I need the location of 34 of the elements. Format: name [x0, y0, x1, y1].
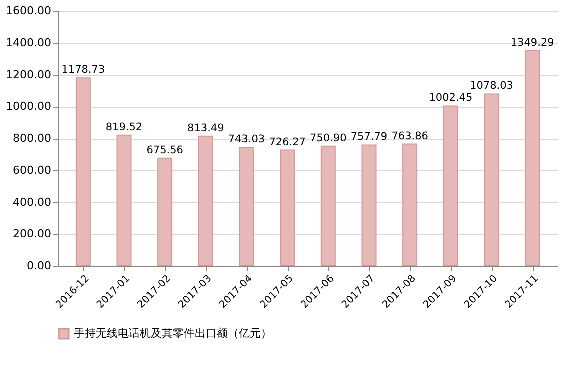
y-tick-label: 200.00 [13, 228, 52, 241]
y-tick-label: 1400.00 [6, 36, 52, 50]
y-tick-label: 0.00 [27, 260, 52, 272]
bar [239, 147, 254, 266]
data-label: 743.03 [228, 134, 266, 146]
data-label: 1078.03 [470, 80, 514, 92]
data-label: 819.52 [106, 121, 143, 134]
bar [402, 144, 418, 266]
data-label: 763.86 [392, 130, 429, 142]
data-label: 1002.45 [429, 92, 473, 104]
y-tick-label: 600.00 [13, 164, 52, 177]
y-tick-label: 800.00 [13, 132, 52, 145]
bar [525, 50, 540, 266]
data-label: 675.56 [146, 144, 184, 156]
bar [76, 78, 91, 266]
bar [484, 94, 500, 266]
data-label: 813.49 [188, 122, 224, 134]
data-label: 1349.29 [510, 36, 554, 49]
bar [362, 144, 377, 266]
data-label: 750.90 [310, 132, 347, 144]
bar [198, 136, 214, 266]
legend-label: 手持无线电话机及其零件出口额（亿元） [74, 327, 272, 340]
data-label: 726.27 [269, 136, 306, 148]
bar [443, 106, 458, 266]
y-tick-label: 1600.00 [6, 4, 52, 18]
bar [280, 150, 296, 266]
y-tick-label: 400.00 [13, 196, 52, 209]
data-label: 757.79 [350, 131, 388, 144]
bar [116, 134, 132, 266]
y-tick-label: 1000.00 [6, 100, 52, 114]
bar [320, 146, 336, 266]
bar [158, 158, 173, 266]
y-tick-label: 1200.00 [6, 68, 52, 82]
data-label: 1178.73 [62, 64, 106, 76]
